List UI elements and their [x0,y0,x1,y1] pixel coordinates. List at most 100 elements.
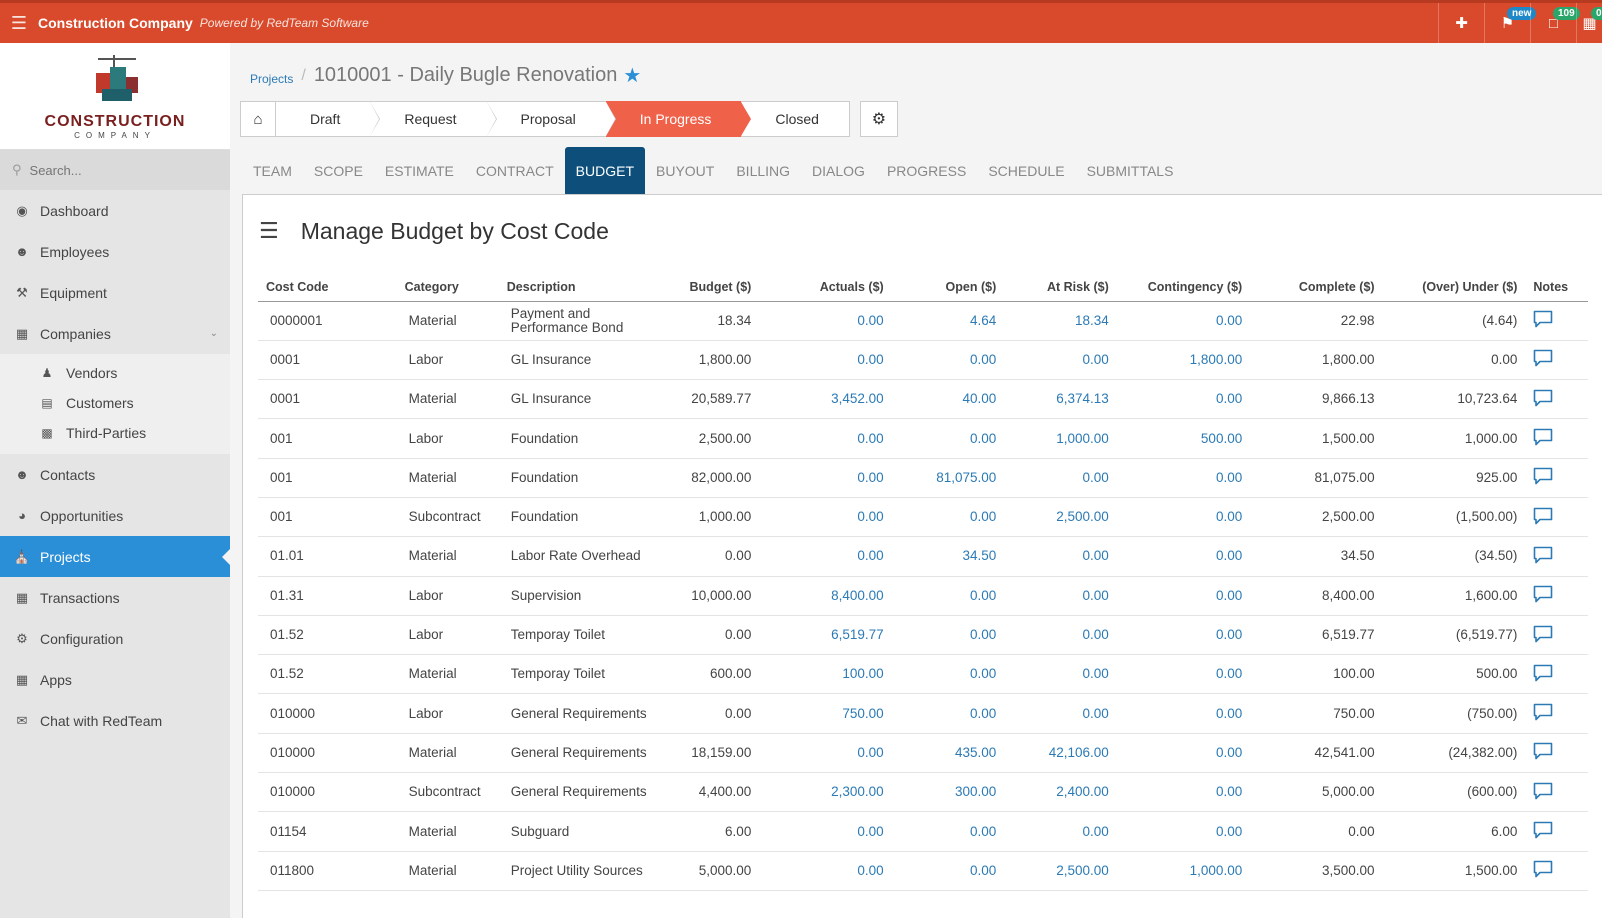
amount-link[interactable]: 750.00 [759,693,892,734]
amount-link[interactable]: 0.00 [1004,340,1117,381]
comment-icon[interactable] [1533,664,1553,682]
comment-icon[interactable] [1533,703,1553,721]
column-header[interactable]: (Over) Under ($) [1382,273,1526,302]
tab-scope[interactable]: SCOPE [313,163,363,179]
table-row[interactable]: 0001 Material GL Insurance 20,589.77 3,452.0… [258,379,1588,420]
comment-icon[interactable] [1533,389,1553,407]
column-header[interactable]: Category [396,273,499,302]
amount-link[interactable]: 6,519.77 [759,615,892,656]
stage-request[interactable]: Request [370,101,497,137]
tab-estimate[interactable]: ESTIMATE [384,163,454,179]
amount-link[interactable]: 0.00 [1004,693,1117,734]
amount-link[interactable]: 0.00 [1004,615,1117,656]
tab-schedule[interactable]: SCHEDULE [988,163,1065,179]
add-button[interactable]: ✚ [1438,3,1484,43]
search-input[interactable] [29,162,200,178]
nav-opportunities[interactable]: ◕ Opportunities [0,495,230,536]
stage-in-progress[interactable]: In Progress [605,101,751,137]
comment-icon[interactable] [1533,860,1553,878]
nav-companies[interactable]: ▦ Companies ⌄ [0,313,230,354]
nav-projects[interactable]: ⛪ Projects [0,536,230,577]
comment-icon[interactable] [1533,546,1553,564]
comment-icon[interactable] [1533,428,1553,446]
column-header[interactable]: Description [498,273,656,302]
amount-link[interactable]: 6,374.13 [1004,379,1117,420]
table-row[interactable]: 01.52 Material Temporay Toilet 600.00 100.00… [258,654,1588,695]
table-row[interactable]: 01.31 Labor Supervision 10,000.00 8,400.00 0.… [258,576,1588,616]
amount-link[interactable]: 100.00 [759,654,892,695]
column-header[interactable]: Complete ($) [1250,273,1383,302]
table-row[interactable]: 0000001 Material Payment and Performance B… [258,301,1588,341]
company-logo[interactable]: CONSTRUCTION COMPANY [0,43,230,150]
amount-link[interactable]: 0.00 [1116,497,1251,538]
amount-link[interactable]: 0.00 [1116,772,1251,813]
amount-link[interactable]: 0.00 [1116,301,1251,341]
comment-icon[interactable] [1533,782,1553,800]
amount-link[interactable]: 2,500.00 [1004,851,1117,891]
star-icon[interactable]: ★ [623,65,642,87]
amount-link[interactable]: 0.00 [891,811,1005,852]
panel-menu-icon[interactable]: ☰ [259,218,279,243]
amount-link[interactable]: 0.00 [1116,811,1251,852]
amount-link[interactable]: 0.00 [1116,693,1251,734]
column-header[interactable]: Actuals ($) [759,273,892,302]
nav-employees[interactable]: ☻ Employees [0,231,230,272]
table-row[interactable]: 01154 Material Subguard 6.00 0.00 0.00 0.00 0.0… [258,811,1588,852]
amount-link[interactable]: 0.00 [1116,536,1251,577]
comment-icon[interactable] [1533,585,1553,603]
nav-third-parties[interactable]: ▩ Third-Parties [0,418,230,448]
amount-link[interactable]: 0.00 [1116,458,1251,498]
amount-link[interactable]: 0.00 [891,654,1005,695]
table-row[interactable]: 01.01 Material Labor Rate Overhead 0.00 0.00… [258,536,1588,577]
announcements-button[interactable]: ⚑ new [1484,3,1537,43]
amount-link[interactable]: 0.00 [1004,811,1117,852]
tab-billing[interactable]: BILLING [736,163,791,179]
hamburger-menu-icon[interactable]: ☰ [10,12,28,33]
amount-link[interactable]: 0.00 [759,851,892,891]
comment-icon[interactable] [1533,625,1553,643]
amount-link[interactable]: 34.50 [891,536,1005,577]
amount-link[interactable]: 8,400.00 [759,576,892,616]
comment-icon[interactable] [1533,310,1553,328]
amount-link[interactable]: 0.00 [1116,576,1251,616]
nav-chat[interactable]: ✉ Chat with RedTeam [0,700,230,741]
amount-link[interactable]: 81,075.00 [891,458,1005,498]
amount-link[interactable]: 0.00 [759,340,892,381]
table-row[interactable]: 001 Labor Foundation 2,500.00 0.00 0.00 1,000.… [258,418,1588,459]
comment-icon[interactable] [1533,507,1553,525]
tab-progress[interactable]: PROGRESS [886,163,967,179]
column-header[interactable]: Budget ($) [655,273,760,302]
tab-dialog[interactable]: DIALOG [812,163,865,179]
amount-link[interactable]: 435.00 [891,733,1005,774]
amount-link[interactable]: 0.00 [891,851,1005,891]
table-row[interactable]: 011800 Material Project Utility Sources 5,0… [258,851,1588,891]
amount-link[interactable]: 1,000.00 [1116,851,1251,891]
column-header[interactable]: Notes [1525,273,1588,302]
settings-button[interactable]: ⚙ [859,101,898,137]
amount-link[interactable]: 2,400.00 [1004,772,1117,813]
amount-link[interactable]: 0.00 [759,458,892,498]
amount-link[interactable]: 0.00 [891,497,1005,538]
amount-link[interactable]: 0.00 [1004,536,1117,577]
breadcrumb-projects-link[interactable]: Projects [250,71,294,86]
amount-link[interactable]: 0.00 [1004,654,1117,695]
amount-link[interactable]: 0.00 [891,693,1005,734]
amount-link[interactable]: 3,452.00 [759,379,892,420]
nav-dashboard[interactable]: ◉ Dashboard [0,190,230,231]
column-header[interactable]: Cost Code [258,273,397,302]
table-row[interactable]: 001 Subcontract Foundation 1,000.00 0.00 0.00… [258,497,1588,538]
column-header[interactable]: Open ($) [891,273,1005,302]
nav-equipment[interactable]: ⚒ Equipment [0,272,230,313]
calendar-button[interactable]: ▦ 0 [1576,3,1602,43]
table-row[interactable]: 0001 Labor GL Insurance 1,800.00 0.00 0.00 0.0… [258,340,1588,381]
amount-link[interactable]: 2,500.00 [1004,497,1117,538]
amount-link[interactable]: 0.00 [1116,654,1251,695]
tab-buyout[interactable]: BUYOUT [656,163,715,179]
comment-icon[interactable] [1533,742,1553,760]
amount-link[interactable]: 0.00 [1116,379,1251,420]
amount-link[interactable]: 0.00 [759,301,892,341]
nav-contacts[interactable]: ☻ Contacts [0,454,230,495]
table-row[interactable]: 01.52 Labor Temporay Toilet 0.00 6,519.77 0.0… [258,615,1588,656]
amount-link[interactable]: 1,000.00 [1004,418,1117,459]
tab-contract[interactable]: CONTRACT [475,163,554,179]
